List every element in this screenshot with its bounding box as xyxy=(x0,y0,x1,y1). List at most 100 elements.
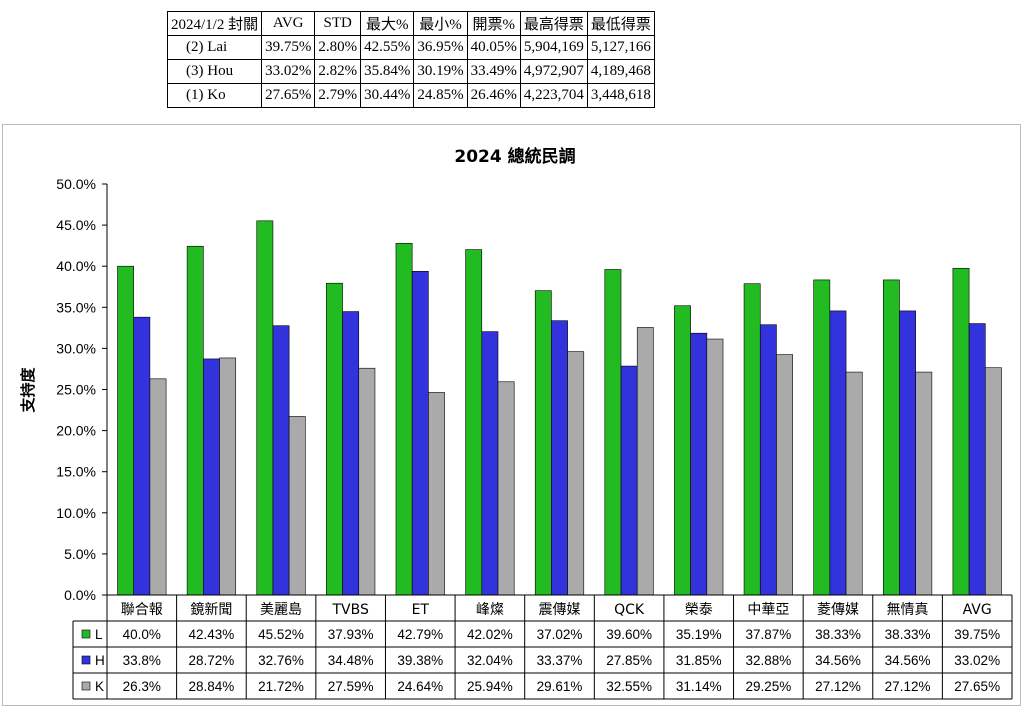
bar-l xyxy=(465,249,483,596)
table-cell: 30.44% xyxy=(360,83,415,108)
data-label: 24.64% xyxy=(397,679,443,694)
summary-header-row: 2024/1/2 封關 AVG STD 最大% 最小% 開票% 最高得票 最低得… xyxy=(166,11,655,36)
bar-h xyxy=(968,323,986,596)
bar-k xyxy=(358,367,376,596)
category-label: 菱傳媒 xyxy=(817,602,859,618)
category-label: 中華亞 xyxy=(747,602,789,618)
data-label: 21.72% xyxy=(258,679,304,694)
table-cell: 36.95% xyxy=(413,35,468,60)
table-cell: 35.84% xyxy=(360,59,415,84)
data-label: 27.59% xyxy=(328,679,374,694)
table-cell: 5,904,169 xyxy=(519,35,588,60)
bar-k xyxy=(915,371,933,596)
table-cell: 26.46% xyxy=(466,83,521,108)
category-label: ET xyxy=(412,602,430,618)
y-tick-label: 25.0% xyxy=(56,382,96,398)
legend-key-h xyxy=(81,655,91,665)
y-tick-label: 30.0% xyxy=(56,340,96,356)
data-label: 27.65% xyxy=(954,679,1000,694)
bar-h xyxy=(690,332,708,596)
data-label: 33.02% xyxy=(954,653,1000,668)
data-label: 34.56% xyxy=(885,653,931,668)
data-label: 31.85% xyxy=(676,653,722,668)
table-cell: 42.55% xyxy=(360,35,415,60)
bar-k xyxy=(567,351,585,596)
bar-k xyxy=(497,381,515,596)
data-label: 38.33% xyxy=(885,627,931,642)
table-cell: 4,972,907 xyxy=(519,59,588,84)
bar-l xyxy=(117,265,135,596)
table-row: (1) Ko 27.65% 2.79% 30.44% 24.85% 26.46%… xyxy=(166,83,655,108)
category-label: QCK xyxy=(614,602,645,618)
header-max-votes: 最高得票 xyxy=(519,11,588,36)
y-axis-label: 支持度 xyxy=(19,367,37,414)
bar-h xyxy=(759,324,777,596)
legend-label-h: H xyxy=(95,653,105,668)
bar-h xyxy=(342,311,360,596)
bar-l xyxy=(395,242,413,596)
bar-k xyxy=(706,338,724,596)
table-cell: 30.19% xyxy=(413,59,468,84)
table-cell: 2.82% xyxy=(314,59,362,84)
category-label: 峰燦 xyxy=(476,602,504,618)
data-label: 27.12% xyxy=(815,679,861,694)
bar-k xyxy=(288,416,306,596)
table-cell: 5,127,166 xyxy=(586,35,655,60)
y-tick-label: 20.0% xyxy=(56,423,96,439)
table-cell: (3) Hou xyxy=(166,59,263,84)
category-label: 榮泰 xyxy=(685,602,713,618)
legend-key-k xyxy=(81,681,91,691)
data-label: 42.43% xyxy=(189,627,235,642)
bar-k xyxy=(845,371,863,596)
bar-l xyxy=(743,283,761,596)
bar-k xyxy=(636,327,654,596)
data-label: 31.14% xyxy=(676,679,722,694)
data-label: 34.56% xyxy=(815,653,861,668)
table-cell: (1) Ko xyxy=(166,83,263,108)
data-label: 29.25% xyxy=(745,679,791,694)
data-label: 39.75% xyxy=(954,627,1000,642)
header-date: 2024/1/2 封關 xyxy=(166,11,263,36)
table-cell: 3,448,618 xyxy=(586,83,655,108)
data-label: 29.61% xyxy=(537,679,583,694)
bar-l xyxy=(186,245,204,596)
table-row: (2) Lai 39.75% 2.80% 42.55% 36.95% 40.05… xyxy=(166,35,655,60)
table-cell: 27.65% xyxy=(261,83,316,108)
data-label: 26.3% xyxy=(123,679,161,694)
table-cell: (2) Lai xyxy=(166,35,263,60)
legend-label-k: K xyxy=(95,679,104,694)
bar-l xyxy=(604,269,622,596)
data-label: 33.37% xyxy=(537,653,583,668)
header-min-votes: 最低得票 xyxy=(586,11,655,36)
y-tick-label: 45.0% xyxy=(56,217,96,233)
header-avg: AVG xyxy=(261,11,316,36)
data-label: 42.79% xyxy=(397,627,443,642)
chart-panel: 2024 總統民調 支持度 0.0% 5.0% 10.0% 15.0% 20.0% 25.… xyxy=(2,124,1021,706)
bar-h xyxy=(272,325,290,596)
data-label: 28.72% xyxy=(189,653,235,668)
header-std: STD xyxy=(314,11,362,36)
y-tick-label: 50.0% xyxy=(56,176,96,192)
data-label: 27.85% xyxy=(606,653,652,668)
bar-l xyxy=(674,305,691,596)
legend-label-l: L xyxy=(95,627,103,642)
y-tick-label: 40.0% xyxy=(56,258,96,274)
data-label: 38.33% xyxy=(815,627,861,642)
data-label: 32.55% xyxy=(606,679,652,694)
category-label: TVBS xyxy=(331,602,368,618)
category-label: AVG xyxy=(963,602,992,618)
bar-k xyxy=(149,378,167,596)
data-label: 32.88% xyxy=(745,653,791,668)
table-cell: 24.85% xyxy=(413,83,468,108)
bar-l xyxy=(326,282,343,596)
category-label: 美麗島 xyxy=(260,602,302,618)
table-cell: 2.79% xyxy=(314,83,362,108)
category-label: 無情真 xyxy=(887,602,929,618)
data-label: 39.38% xyxy=(397,653,443,668)
data-label: 37.02% xyxy=(537,627,583,642)
bar-k xyxy=(428,392,445,596)
table-cell: 33.02% xyxy=(261,59,316,84)
data-label: 27.12% xyxy=(885,679,931,694)
table-cell: 4,189,468 xyxy=(586,59,655,84)
table-cell: 40.05% xyxy=(466,35,521,60)
